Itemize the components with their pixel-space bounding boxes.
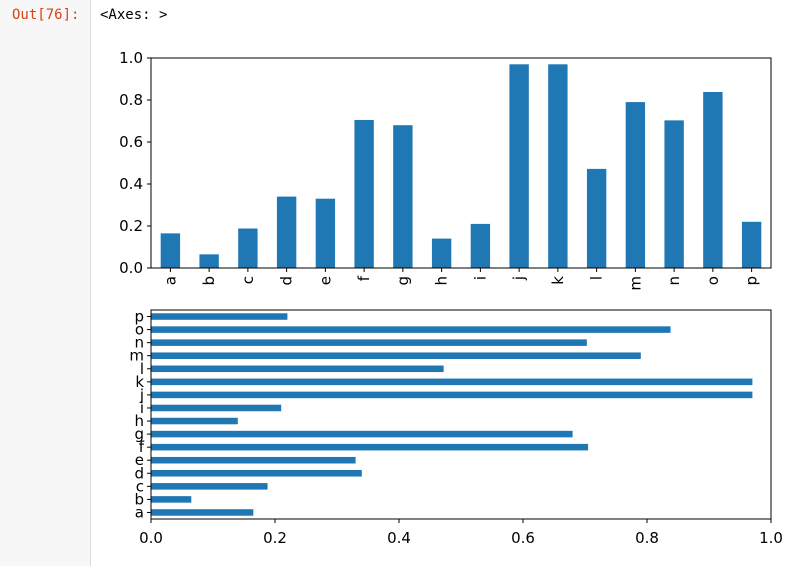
- x-tick-label: 0.2: [263, 529, 287, 547]
- bar-n: [151, 339, 587, 346]
- x-tick-label: 0.0: [139, 529, 163, 547]
- y-tick-label: j: [139, 386, 144, 404]
- bar-n: [664, 120, 684, 269]
- bar-h: [431, 238, 452, 268]
- bar-f: [151, 443, 589, 451]
- bar-k: [151, 378, 753, 386]
- bar-p: [741, 221, 762, 268]
- output-repr-text: <Axes: >: [100, 7, 168, 23]
- y-tick-label: g: [134, 425, 144, 443]
- bar-e: [315, 198, 336, 268]
- bar-f: [354, 119, 374, 268]
- y-tick-label: o: [135, 321, 144, 339]
- y-tick-label: n: [134, 334, 144, 352]
- cell-gutter: Out[76]:: [0, 0, 91, 566]
- y-tick-label: m: [129, 347, 144, 365]
- bar-g: [151, 430, 573, 438]
- x-tick-label: 0.6: [511, 529, 535, 547]
- bar-e: [151, 456, 356, 464]
- x-tick-label: n: [665, 276, 683, 286]
- x-tick-label: a: [161, 276, 179, 285]
- bar-p: [151, 313, 288, 320]
- vertical-bar-chart: 0.0 0.2 0.4 0.6 0.8 1.0 a b c d e f g h i j k l m n o p: [119, 49, 772, 291]
- y-tick-label: c: [136, 477, 144, 495]
- bar-c: [238, 228, 258, 268]
- y-tick-label: e: [135, 451, 144, 469]
- x-tick-label: k: [549, 276, 567, 285]
- y-tick-label: 1.0: [119, 49, 143, 67]
- y-tick-label: b: [134, 490, 144, 508]
- plot-frame: [150, 309, 772, 520]
- bar-l: [151, 365, 444, 373]
- output-prompt: Out[76]:: [12, 7, 80, 23]
- x-tick-label: m: [626, 276, 644, 291]
- x-tick-label: 0.4: [387, 529, 411, 547]
- bar-j: [151, 391, 753, 399]
- x-tick-label: l: [588, 276, 606, 280]
- y-tick-label: p: [134, 308, 144, 326]
- x-tick-label: d: [278, 276, 296, 286]
- x-tick-label: j: [510, 276, 528, 281]
- bar-a: [151, 509, 254, 516]
- y-tick-label: a: [135, 503, 144, 521]
- bar-l: [586, 168, 607, 268]
- x-tick-label: h: [433, 276, 451, 286]
- x-tick-label: f: [355, 275, 373, 281]
- x-tick-label: 0.8: [635, 529, 659, 547]
- bar-d: [276, 196, 297, 268]
- bar-m: [625, 102, 646, 268]
- bar-j: [509, 64, 529, 268]
- y-tick-label: l: [140, 360, 144, 378]
- plot-frame: [150, 57, 772, 269]
- bar-o: [703, 92, 723, 269]
- bar-a: [160, 233, 181, 268]
- y-tick-label: i: [140, 399, 144, 417]
- bar-m: [151, 352, 641, 359]
- x-tick-label: b: [200, 276, 218, 286]
- bar-i: [151, 404, 282, 412]
- x-tick-label: p: [743, 276, 761, 286]
- y-tick-label: 0.2: [119, 217, 143, 235]
- bar-o: [151, 326, 671, 333]
- bar-g: [393, 125, 413, 268]
- x-tick-label: e: [316, 276, 334, 285]
- x-tick-label: g: [394, 276, 412, 286]
- bar-k: [548, 64, 568, 268]
- y-tick-label: 0.4: [119, 175, 143, 193]
- y-tick-label: 0.6: [119, 133, 143, 151]
- y-tick-label: k: [135, 373, 144, 391]
- x-tick-label: c: [239, 276, 257, 284]
- x-tick-label: o: [704, 276, 722, 285]
- bar-h: [151, 417, 238, 425]
- bar-c: [151, 483, 268, 490]
- y-tick-label: 0.8: [119, 91, 143, 109]
- x-tick-label: 1.0: [759, 529, 783, 547]
- y-tick-label: 0.0: [119, 259, 143, 277]
- bar-d: [151, 470, 362, 477]
- bar-b: [199, 254, 219, 268]
- y-tick-label: h: [134, 412, 144, 430]
- x-tick-label: i: [471, 276, 489, 280]
- y-tick-label: d: [134, 464, 144, 482]
- y-tick-label: f: [139, 438, 145, 456]
- bar-i: [470, 223, 491, 268]
- bar-b: [151, 496, 192, 503]
